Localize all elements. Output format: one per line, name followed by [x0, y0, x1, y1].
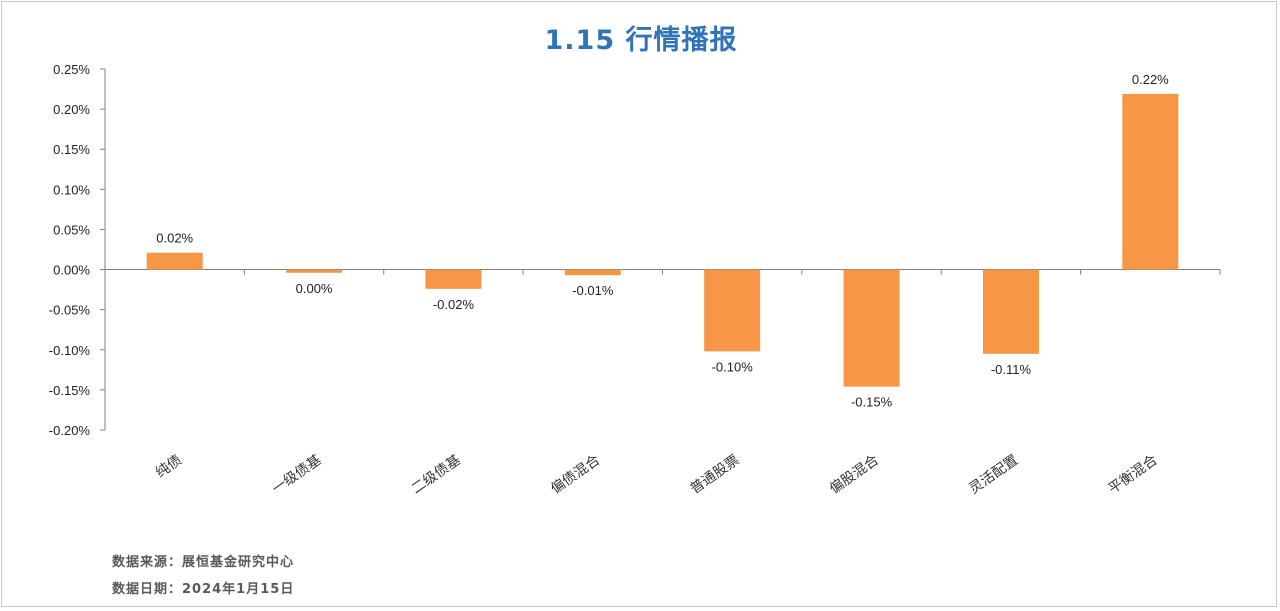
data-source-note: 数据来源：展恒基金研究中心	[112, 555, 295, 570]
data-label: -0.11%	[991, 362, 1032, 377]
bar-1	[146, 252, 203, 270]
y-tick-label: -0.05%	[49, 303, 91, 318]
bar-3	[425, 269, 482, 289]
bar-2	[286, 269, 343, 273]
x-category-label: 灵活配置	[966, 452, 1021, 497]
bar-4	[564, 269, 621, 276]
bar-5	[704, 269, 761, 352]
y-tick-label: -0.10%	[49, 343, 91, 358]
chart-title: 1.15 行情播报	[544, 25, 738, 56]
bar-7	[982, 269, 1039, 354]
y-tick-label: 0.20%	[53, 102, 90, 117]
x-category-label: 一级债基	[269, 451, 325, 497]
data-label: 0.22%	[1132, 72, 1169, 87]
x-category-label: 普通股票	[687, 452, 742, 497]
y-tick-label: -0.20%	[49, 423, 91, 438]
data-label: 0.02%	[156, 231, 193, 246]
x-category-label: 二级债基	[408, 451, 464, 497]
data-label: 0.00%	[296, 281, 333, 296]
bar-layer	[146, 93, 1179, 387]
y-tick-label: 0.15%	[53, 142, 90, 157]
x-category-label: 偏债混合	[548, 452, 603, 497]
y-tick-label: 0.05%	[53, 222, 90, 237]
y-tick-label: 0.00%	[53, 263, 90, 278]
x-category-label: 偏股混合	[827, 452, 882, 497]
bar-8	[1122, 93, 1179, 270]
x-category-label: 平衡混合	[1106, 452, 1161, 497]
axis-layer: 0.25% 0.20% 0.15% 0.10% 0.05% 0.00% -0.05% -0.1…	[49, 62, 1221, 438]
data-label: -0.02%	[433, 297, 475, 312]
data-label: -0.10%	[712, 359, 754, 374]
y-tick-label: 0.10%	[53, 182, 90, 197]
y-tick-label: -0.15%	[49, 383, 91, 398]
y-tick-label: 0.25%	[53, 62, 90, 77]
data-label: -0.01%	[572, 283, 614, 298]
data-label: -0.15%	[851, 395, 893, 410]
x-category-label: 纯债	[153, 452, 185, 481]
bar-6	[843, 269, 900, 387]
data-date-note: 数据日期：2024年1月15日	[112, 582, 295, 597]
